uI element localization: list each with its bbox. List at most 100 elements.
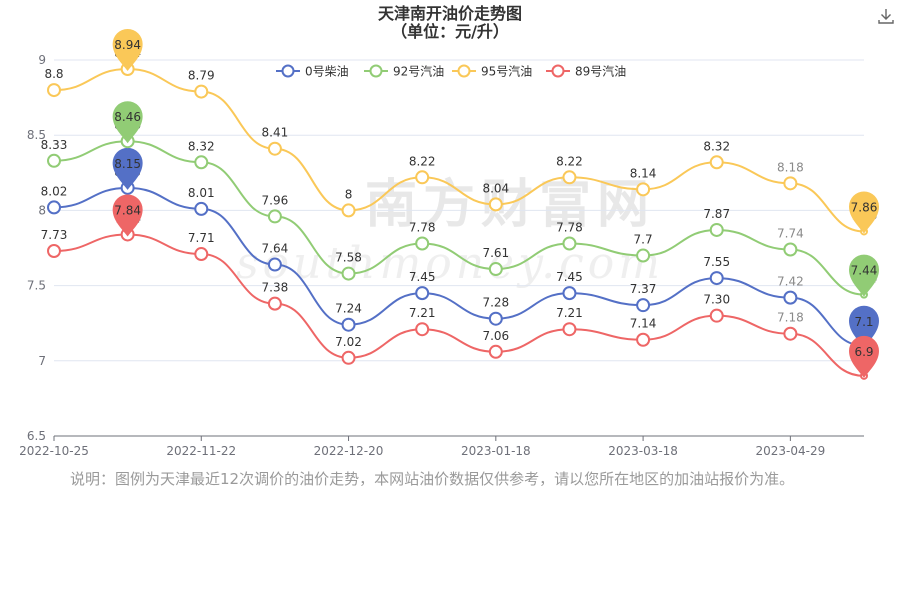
- data-point[interactable]: [783, 290, 798, 305]
- legend-label: 95号汽油: [481, 64, 532, 79]
- data-point[interactable]: [267, 257, 282, 272]
- data-point[interactable]: [194, 84, 209, 99]
- data-point[interactable]: [341, 317, 356, 332]
- data-label: 8.22: [556, 154, 583, 168]
- y-tick-label: 7: [38, 354, 46, 368]
- y-tick-label: 7.5: [27, 279, 46, 293]
- download-icon[interactable]: [876, 6, 896, 26]
- data-point[interactable]: [783, 176, 798, 191]
- chart-note: 说明：图例为天津最近12次调价的油价走势，本网站油价数据仅供参考，请以您所在地区…: [70, 470, 795, 488]
- data-point[interactable]: [709, 308, 724, 323]
- data-label: 8.14: [630, 166, 657, 180]
- data-label: 8.04: [482, 181, 509, 195]
- data-label: 7.38: [262, 281, 289, 295]
- data-point[interactable]: [562, 236, 577, 251]
- x-tick-label: 2022-11-22: [166, 444, 236, 458]
- marker-label: 6.9: [854, 345, 873, 359]
- max-marker[interactable]: 8.46: [112, 101, 143, 144]
- data-point[interactable]: [267, 296, 282, 311]
- data-point[interactable]: [636, 182, 651, 197]
- data-point[interactable]: [194, 201, 209, 216]
- chart-title: 天津南开油价走势图: [377, 4, 522, 23]
- marker-label: 8.15: [114, 157, 141, 171]
- data-point[interactable]: [488, 344, 503, 359]
- data-point[interactable]: [636, 298, 651, 313]
- data-point[interactable]: [47, 153, 61, 168]
- data-label: 7.7: [634, 233, 653, 247]
- data-point[interactable]: [47, 244, 61, 259]
- data-label: 8.79: [188, 69, 215, 83]
- data-point[interactable]: [267, 209, 282, 224]
- data-point[interactable]: [194, 155, 209, 170]
- data-point[interactable]: [341, 266, 356, 281]
- data-point[interactable]: [488, 197, 503, 212]
- data-point[interactable]: [488, 311, 503, 326]
- data-point[interactable]: [709, 271, 724, 286]
- data-label: 8.32: [188, 139, 215, 153]
- max-marker[interactable]: 7.84: [112, 194, 143, 237]
- data-point[interactable]: [415, 236, 430, 251]
- data-point[interactable]: [47, 83, 61, 98]
- data-point[interactable]: [783, 242, 798, 257]
- data-label: 7.61: [482, 246, 509, 260]
- data-point[interactable]: [709, 222, 724, 237]
- data-point[interactable]: [415, 322, 430, 337]
- data-label: 8.22: [409, 154, 436, 168]
- data-point[interactable]: [636, 332, 651, 347]
- legend-label: 89号汽油: [575, 64, 626, 79]
- data-label: 7.78: [409, 220, 436, 234]
- data-point[interactable]: [415, 286, 430, 301]
- legend-item[interactable]: 0号柴油: [276, 64, 349, 79]
- marker-label: 8.94: [114, 38, 141, 52]
- x-tick-label: 2023-04-29: [755, 444, 825, 458]
- data-point[interactable]: [341, 350, 356, 365]
- legend-label: 92号汽油: [393, 64, 444, 79]
- data-point[interactable]: [783, 326, 798, 341]
- y-tick-label: 6.5: [27, 429, 46, 443]
- x-tick-label: 2022-10-25: [19, 444, 89, 458]
- min-marker[interactable]: 6.9: [849, 335, 879, 378]
- data-point[interactable]: [194, 247, 209, 262]
- y-tick-label: 8.5: [27, 128, 46, 142]
- data-label: 7.06: [482, 329, 509, 343]
- data-label: 7.45: [556, 270, 583, 284]
- data-label: 7.96: [262, 193, 289, 207]
- data-label: 7.73: [41, 228, 68, 242]
- data-label: 8.18: [777, 160, 804, 174]
- max-marker[interactable]: 8.15: [112, 147, 143, 190]
- chart-subtitle: （单位：元/升）: [391, 22, 509, 41]
- data-point[interactable]: [488, 262, 503, 277]
- data-label: 7.30: [703, 293, 730, 307]
- data-point[interactable]: [415, 170, 430, 185]
- marker-label: 7.84: [114, 203, 141, 217]
- data-point[interactable]: [562, 322, 577, 337]
- legend-item[interactable]: 95号汽油: [452, 64, 532, 79]
- x-tick-label: 2023-01-18: [461, 444, 531, 458]
- data-point[interactable]: [562, 170, 577, 185]
- data-label: 7.71: [188, 231, 215, 245]
- min-marker[interactable]: 7.86: [849, 191, 879, 234]
- data-point[interactable]: [341, 203, 356, 218]
- min-marker[interactable]: 7.44: [849, 254, 879, 297]
- data-label: 7.64: [262, 242, 289, 256]
- data-label: 8.33: [41, 138, 68, 152]
- data-point[interactable]: [562, 286, 577, 301]
- min-marker[interactable]: 7.1: [849, 305, 879, 348]
- legend-item[interactable]: 92号汽油: [364, 64, 444, 79]
- y-tick-label: 9: [38, 53, 46, 67]
- data-label: 8: [345, 187, 353, 201]
- data-point[interactable]: [47, 200, 61, 215]
- data-label: 8.02: [41, 184, 68, 198]
- data-label: 7.21: [409, 306, 436, 320]
- marker-label: 8.46: [114, 110, 141, 124]
- data-point[interactable]: [636, 248, 651, 263]
- data-label: 7.55: [703, 255, 730, 269]
- data-label: 7.74: [777, 227, 804, 241]
- data-label: 8.8: [44, 67, 63, 81]
- legend-item[interactable]: 89号汽油: [546, 64, 626, 79]
- max-marker[interactable]: 8.94: [112, 29, 143, 72]
- data-point[interactable]: [709, 155, 724, 170]
- data-point[interactable]: [267, 141, 282, 156]
